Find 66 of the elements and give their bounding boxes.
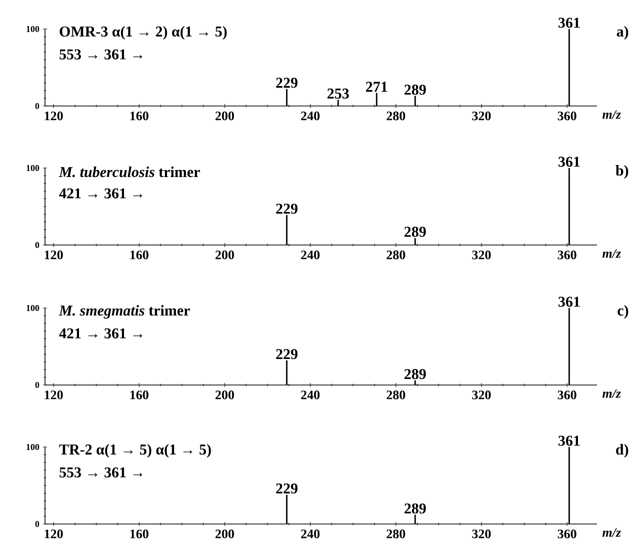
x-tick-label: 320 <box>472 112 491 120</box>
text: b) <box>616 165 628 179</box>
annotation: 361 <box>558 18 580 28</box>
x-tick-label: 160 <box>130 530 148 538</box>
x-axis-title: m/z <box>602 528 621 537</box>
y-tick-label: 100 <box>26 164 40 172</box>
x-tick-label: 120 <box>44 390 63 400</box>
x-tick-label: 240 <box>301 250 320 260</box>
chart-title: M. tuberculosis trimer <box>58 166 200 178</box>
x-tick-label: 200 <box>216 390 234 400</box>
x-tick-label: 200 <box>216 112 234 120</box>
text: d) <box>616 444 628 458</box>
annotation: 229 <box>276 349 298 360</box>
x-tick-label: 320 <box>472 390 491 400</box>
x-tick-label: 120 <box>44 250 63 260</box>
x-tick-label: 280 <box>386 390 406 400</box>
x-tick-label: 120 <box>44 530 63 538</box>
x-tick-label: 360 <box>558 112 576 120</box>
x-tick-label: 120 <box>44 112 63 120</box>
x-tick-label: 360 <box>558 390 576 400</box>
text: 421 → 361 → <box>59 328 142 338</box>
text: 553 → 361 → <box>60 467 142 478</box>
x-tick-label: 240 <box>301 112 320 120</box>
x-axis-title: m/z <box>602 249 621 258</box>
annotation: 229 <box>276 204 298 214</box>
x-tick-label: 240 <box>301 390 320 400</box>
annotation: 289 <box>404 369 426 380</box>
x-tick-label: 240 <box>301 530 320 538</box>
chart-title: OMR-3 α(1 → 2) α(1 → 5) <box>60 26 227 40</box>
y-tick-label: 100 <box>26 26 40 32</box>
annotation: 289 <box>404 84 426 95</box>
x-axis-title: m/z <box>602 389 621 398</box>
x-tick-label: 200 <box>216 530 234 538</box>
text: 421 → 361 → <box>59 188 142 198</box>
x-tick-label: 200 <box>216 250 234 260</box>
y-tick-label: 0 <box>35 520 40 528</box>
x-tick-label: 360 <box>558 250 576 260</box>
text: a) <box>616 26 628 40</box>
annotation: 271 <box>366 82 388 92</box>
text: c) <box>618 305 628 319</box>
x-axis-title: m/z <box>602 110 621 119</box>
annotation: 289 <box>404 503 426 514</box>
x-tick-label: 280 <box>386 112 406 120</box>
chart-title: M. smegmatis trimer <box>58 305 190 319</box>
x-tick-label: 160 <box>130 112 148 120</box>
annotation: 361 <box>558 436 580 446</box>
annotation: 361 <box>558 156 580 167</box>
x-tick-label: 320 <box>472 530 491 538</box>
x-tick-label: 360 <box>558 530 576 538</box>
y-tick-label: 0 <box>35 102 40 110</box>
chart-title: TR-2 α(1 → 5) α(1 → 5) <box>59 444 211 458</box>
x-tick-label: 320 <box>472 250 491 260</box>
y-tick-label: 0 <box>35 382 40 388</box>
text: 553 → 361 → <box>60 49 142 60</box>
y-tick-label: 100 <box>26 304 40 312</box>
x-tick-label: 280 <box>386 250 406 260</box>
annotation: 229 <box>276 483 298 494</box>
x-tick-label: 160 <box>130 390 148 400</box>
x-tick-label: 160 <box>130 250 148 260</box>
annotation: 289 <box>404 226 426 237</box>
annotation: 253 <box>328 88 349 99</box>
annotation: 229 <box>276 78 298 88</box>
annotation: 361 <box>558 296 580 307</box>
y-tick-label: 0 <box>35 242 40 248</box>
y-tick-label: 100 <box>26 444 40 450</box>
x-tick-label: 280 <box>386 530 406 538</box>
